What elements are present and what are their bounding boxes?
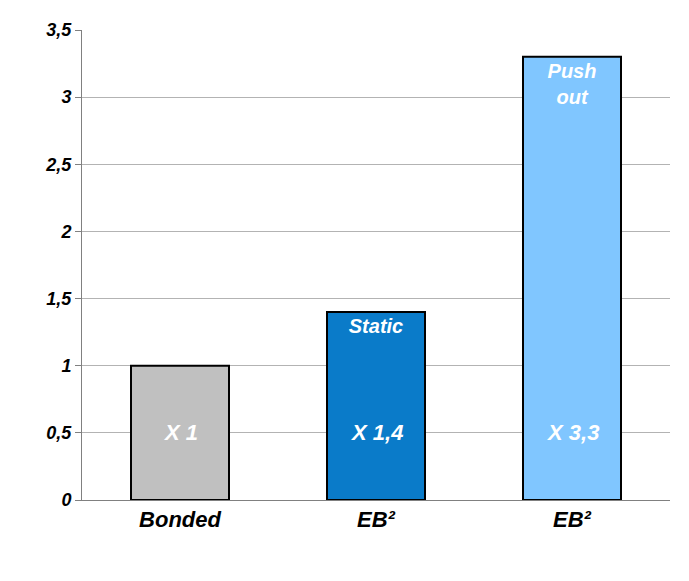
svg-text:Pushout: Pushout bbox=[548, 60, 597, 108]
svg-text:EB²: EB² bbox=[357, 507, 396, 532]
svg-text:EB²: EB² bbox=[553, 507, 592, 532]
svg-text:Static: Static bbox=[349, 315, 403, 337]
svg-text:Bonded: Bonded bbox=[139, 507, 221, 532]
svg-text:3: 3 bbox=[61, 87, 71, 107]
svg-text:X 3,3: X 3,3 bbox=[546, 420, 599, 445]
svg-text:1: 1 bbox=[61, 356, 71, 376]
svg-text:3,5: 3,5 bbox=[46, 20, 72, 40]
svg-text:X 1: X 1 bbox=[163, 420, 198, 445]
svg-text:X 1,4: X 1,4 bbox=[350, 420, 403, 445]
svg-text:2,5: 2,5 bbox=[45, 155, 72, 175]
svg-text:0,5: 0,5 bbox=[46, 423, 72, 443]
svg-text:1,5: 1,5 bbox=[46, 289, 72, 309]
svg-text:0: 0 bbox=[61, 490, 71, 510]
svg-text:2: 2 bbox=[60, 222, 71, 242]
